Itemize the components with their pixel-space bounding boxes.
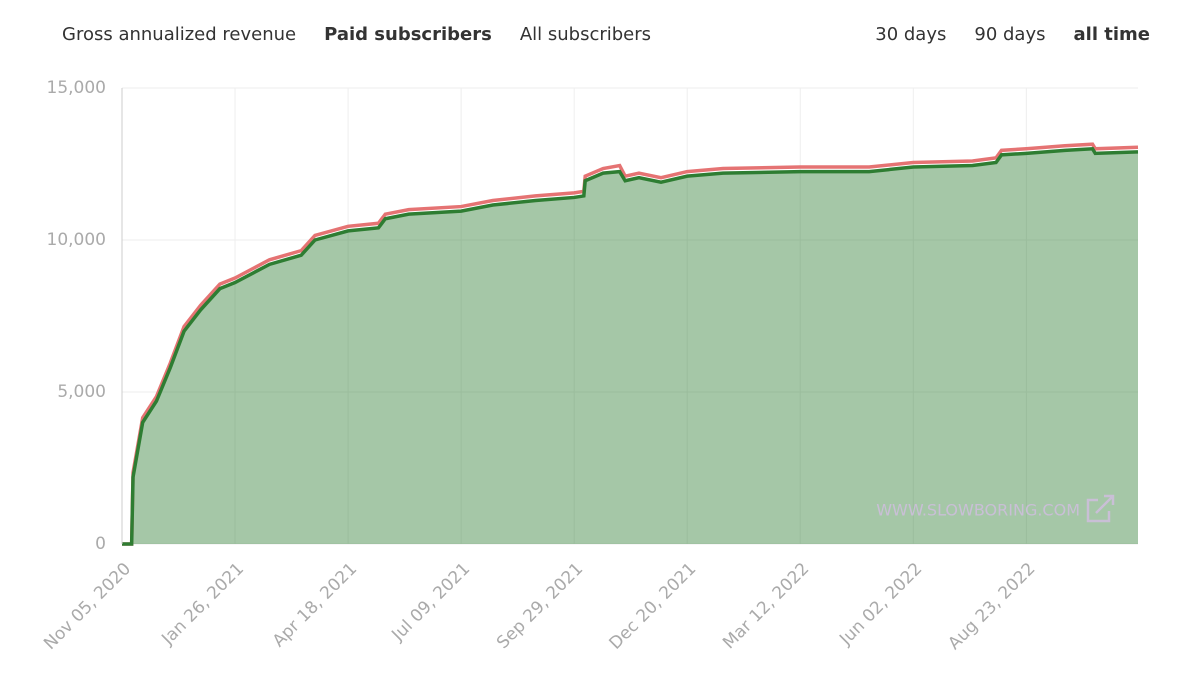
line bbox=[122, 146, 1139, 546]
range[interactable]: 30 days bbox=[875, 24, 947, 45]
x-tick-label: Jun 02, 2022 bbox=[835, 559, 926, 650]
tab[interactable]: Gross annualized revenue bbox=[62, 24, 297, 45]
x-tick-label: Dec 20, 2021 bbox=[606, 559, 701, 654]
x-tick-label: Apr 18, 2021 bbox=[269, 559, 361, 651]
y-tick-label: 15,000 bbox=[47, 78, 106, 98]
external-link-icon[interactable] bbox=[1086, 494, 1115, 523]
range-bar: 30 days 90 days all time bbox=[875, 24, 1150, 45]
x-tick-label: Mar 12, 2022 bbox=[719, 559, 813, 653]
range[interactable]: 90 days bbox=[974, 24, 1046, 45]
x-tick-label: Nov 05, 2020 bbox=[40, 559, 135, 654]
tab[interactable]: Paid subscribers bbox=[324, 24, 492, 45]
tab-bar: Gross annualized revenue Paid subscribers… bbox=[62, 24, 679, 45]
tab[interactable]: All subscribers bbox=[519, 24, 652, 45]
area bbox=[122, 148, 1138, 545]
y-tick-label: 0 bbox=[95, 534, 106, 554]
y-tick-label: 5,000 bbox=[57, 382, 106, 402]
x-tick-label: Aug 23, 2022 bbox=[944, 559, 1039, 654]
watermark: WWW.SLOWBORING.COM bbox=[876, 501, 1080, 520]
y-tick-label: 10,000 bbox=[47, 230, 106, 250]
x-tick-label: Jan 26, 2021 bbox=[157, 559, 248, 650]
x-tick-label: Jul 09, 2021 bbox=[387, 559, 474, 646]
range[interactable]: all time bbox=[1073, 24, 1151, 45]
x-tick-label: Sep 29, 2021 bbox=[493, 559, 587, 653]
line bbox=[122, 142, 1139, 546]
